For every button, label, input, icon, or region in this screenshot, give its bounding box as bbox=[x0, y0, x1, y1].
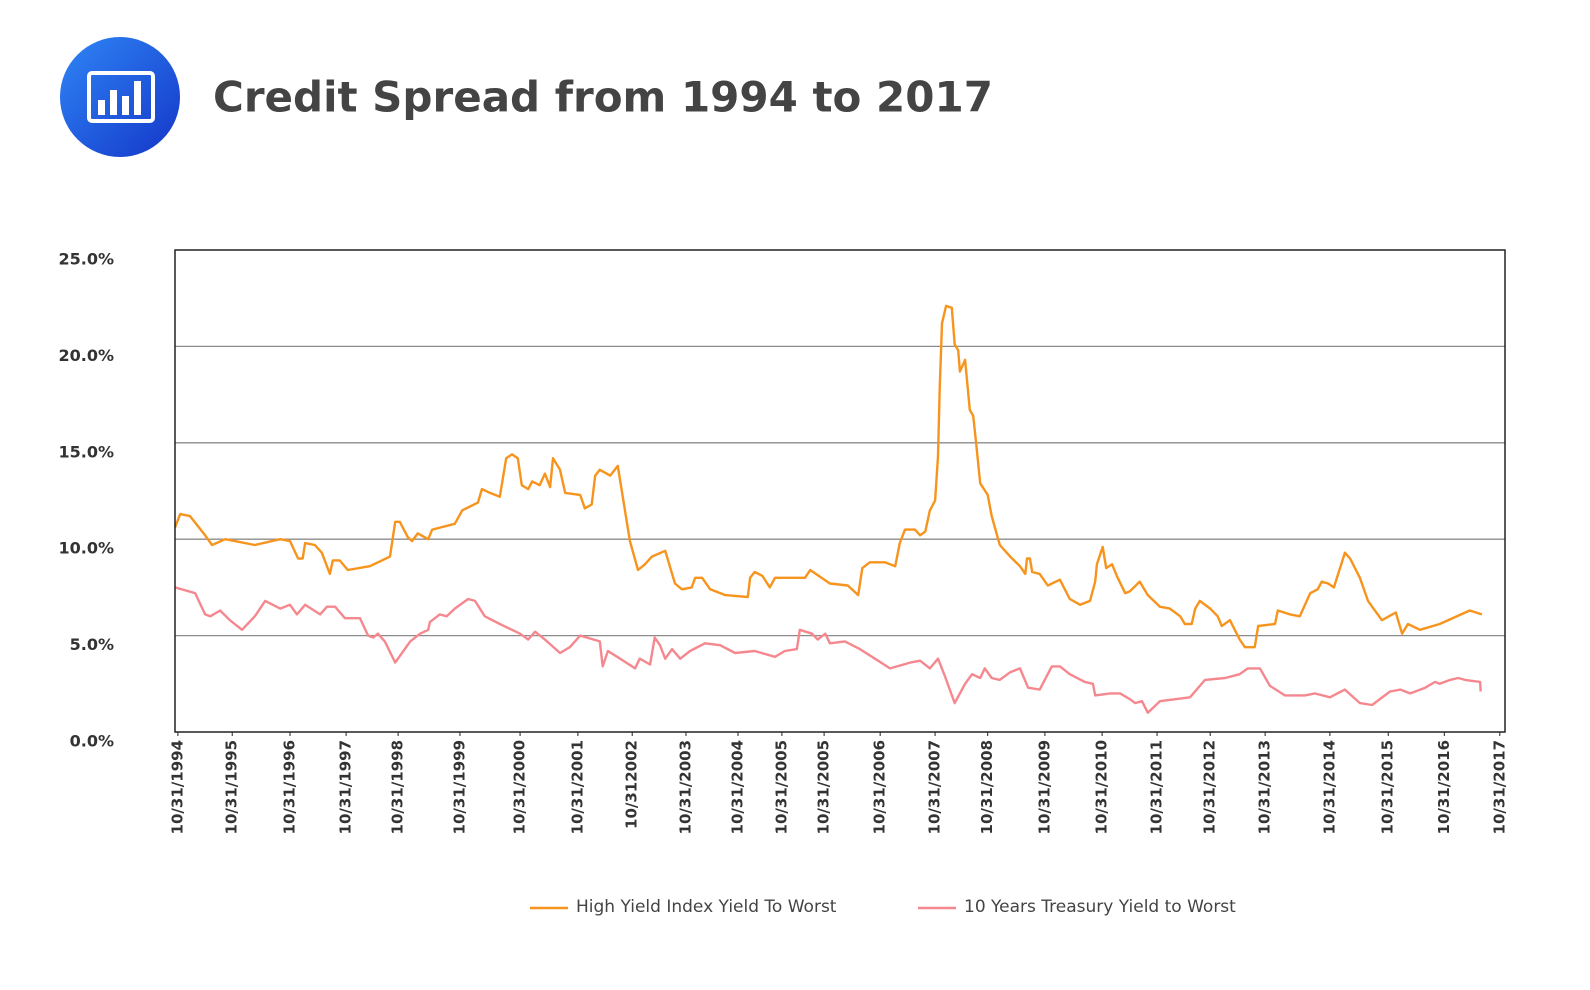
x-tick-label: 10/31/2006 bbox=[871, 740, 889, 834]
legend-label: High Yield Index Yield To Worst bbox=[576, 897, 837, 917]
x-tick-label: 10/31/2003 bbox=[676, 740, 694, 834]
x-tick-label: 10/31/2000 bbox=[511, 740, 529, 834]
y-tick-label: 10.0% bbox=[58, 539, 114, 558]
x-tick-label: 10/31/2011 bbox=[1148, 740, 1166, 834]
x-tick-label: 10/31/2017 bbox=[1490, 740, 1508, 834]
plot-border bbox=[174, 249, 1506, 733]
y-tick-label: 15.0% bbox=[58, 442, 114, 461]
x-tick-label: 10/31/2004 bbox=[728, 740, 746, 834]
x-tick-label: 10/31/2014 bbox=[1320, 740, 1338, 834]
x-tick-label: 10/31/2001 bbox=[568, 740, 586, 834]
x-tick-label: 10/31/2012 bbox=[1201, 740, 1219, 834]
y-tick-label: 5.0% bbox=[70, 635, 114, 654]
x-tick-label: 10/31/2008 bbox=[978, 740, 996, 834]
x-tick-label: 10/31/2015 bbox=[1379, 740, 1397, 834]
x-tick-label: 10/31/2005 bbox=[772, 740, 790, 834]
x-tick-label: 10/31/1996 bbox=[281, 740, 299, 834]
x-tick-label: 10/31/2009 bbox=[1035, 740, 1053, 834]
x-tick-label: 10/31/2005 bbox=[815, 740, 833, 834]
x-tick-label: 10/31/2010 bbox=[1093, 740, 1111, 834]
y-tick-label: 20.0% bbox=[58, 346, 114, 365]
x-tick-label: 10/31/1994 bbox=[168, 740, 186, 834]
line-series bbox=[174, 586, 1482, 714]
y-tick-label: 25.0% bbox=[58, 250, 114, 269]
x-tick-label: 10/31/1998 bbox=[389, 740, 407, 834]
x-tick-label: 10/31/2013 bbox=[1256, 740, 1274, 834]
x-tick-label: 10/31/2016 bbox=[1435, 740, 1453, 834]
title-icon bbox=[60, 37, 180, 157]
x-tick-label: 10/312002 bbox=[623, 740, 641, 829]
x-tick-label: 10/31/2007 bbox=[926, 740, 944, 834]
y-tick-label: 0.0% bbox=[70, 732, 114, 751]
x-tick-label: 10/31/1999 bbox=[450, 740, 468, 834]
line-series bbox=[173, 304, 1483, 649]
x-tick-label: 10/31/1995 bbox=[223, 740, 241, 834]
legend-label: 10 Years Treasury Yield to Worst bbox=[964, 897, 1236, 917]
chart-title: Credit Spread from 1994 to 2017 bbox=[213, 73, 993, 122]
x-tick-label: 10/31/1997 bbox=[337, 740, 355, 834]
